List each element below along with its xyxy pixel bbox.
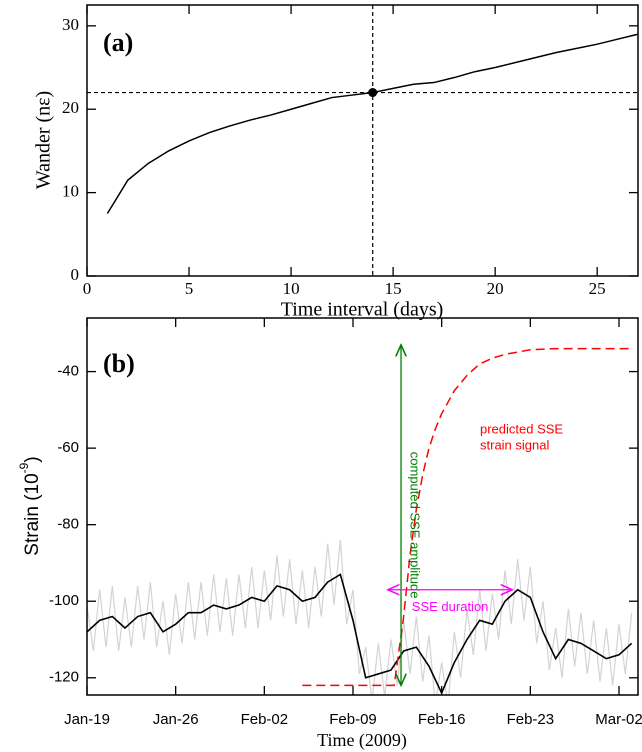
x-tick-label: 0	[83, 279, 92, 298]
x-tick-label: Feb-02	[241, 711, 289, 728]
x-tick-label: Jan-19	[64, 711, 110, 728]
x-tick-label: 15	[385, 279, 402, 298]
y-axis-label: Wander (nε)	[33, 91, 55, 189]
x-tick-label: 25	[589, 279, 606, 298]
plot-area	[87, 347, 633, 695]
y-tick-label: 20	[62, 98, 79, 117]
x-tick-label: 5	[185, 279, 194, 298]
x-tick-label: 20	[487, 279, 504, 298]
annotation: strain signal	[480, 437, 549, 452]
y-axis-label: Strain (10-9)	[17, 456, 43, 555]
plot-frame	[86, 4, 639, 277]
x-tick-label: Feb-23	[507, 711, 555, 728]
y-tick-label: 10	[62, 182, 79, 201]
panel-label: (b)	[103, 349, 135, 378]
x-tick-label: Feb-09	[329, 711, 377, 728]
y-tick-label: -60	[57, 439, 79, 456]
x-axis-label: Time interval (days)	[281, 299, 444, 321]
y-tick-label: -40	[57, 363, 79, 380]
y-tick-label: -120	[49, 669, 79, 686]
marker-point	[368, 88, 378, 98]
x-axis-label: Time (2009)	[317, 730, 407, 751]
y-tick-label: 30	[62, 15, 79, 34]
annotation: predicted SSE	[480, 421, 563, 436]
arrow-label: SSE duration	[412, 599, 489, 614]
y-axis-label-text: Strain (10	[22, 473, 43, 555]
y-axis-label-sup: -9	[17, 462, 31, 473]
y-tick-label: -80	[57, 516, 79, 533]
x-tick-label: Jan-26	[153, 711, 199, 728]
data-line	[87, 573, 633, 695]
x-tick-label: Feb-16	[418, 711, 466, 728]
panel-label: (a)	[103, 28, 133, 57]
y-tick-label: 0	[71, 265, 80, 284]
plot-frame	[86, 317, 639, 696]
y-tick-label: -100	[49, 592, 79, 609]
data-line	[87, 539, 633, 695]
plot-area	[87, 5, 638, 276]
data-line	[302, 347, 632, 687]
x-tick-label: Mar-02	[595, 711, 642, 728]
arrow-label: computed SSE amplitude	[408, 452, 423, 599]
y-axis-label-end: )	[22, 456, 43, 462]
x-tick-label: 10	[283, 279, 300, 298]
